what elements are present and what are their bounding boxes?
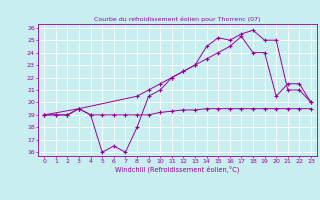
Title: Courbe du refroidissement éolien pour Thorrenc (07): Courbe du refroidissement éolien pour Th… xyxy=(94,17,261,22)
X-axis label: Windchill (Refroidissement éolien,°C): Windchill (Refroidissement éolien,°C) xyxy=(116,166,240,173)
